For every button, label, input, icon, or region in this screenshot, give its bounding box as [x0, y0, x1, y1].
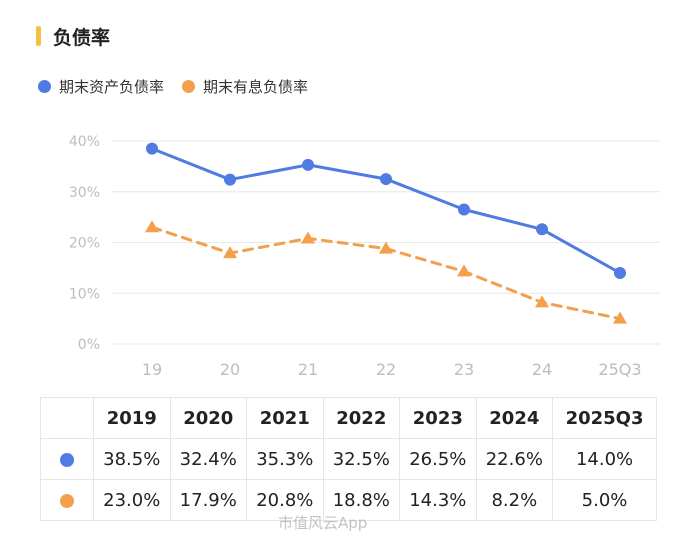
y-tick-label: 0%	[78, 337, 100, 353]
table-header-cell: 2021	[246, 397, 324, 439]
legend-item-series2[interactable]: 期末有息负债率	[182, 76, 308, 97]
series-2-point	[535, 295, 549, 308]
table-cell: 14.0%	[552, 438, 657, 480]
series-2-point	[379, 241, 393, 254]
table-header-cell: 2020	[169, 397, 248, 439]
table-cell: 32.4%	[169, 438, 248, 480]
x-tick-label: 19	[142, 360, 162, 379]
line-chart: 0% 10% 20% 30% 40% 19 20 21 22 23 24 25Q3	[69, 134, 660, 379]
table-row-marker-cell	[40, 438, 94, 480]
table-cell: 22.6%	[475, 438, 554, 480]
x-tick-label: 24	[532, 360, 552, 379]
table-row-marker-cell	[40, 479, 94, 521]
table-cell: 18.8%	[322, 479, 401, 521]
title-accent-bar	[36, 26, 41, 46]
x-tick-label: 23	[454, 360, 474, 379]
table-cell: 26.5%	[399, 438, 477, 480]
legend-marker-series2	[182, 80, 196, 93]
chart-title: 负债率	[36, 22, 110, 50]
table-cell: 5.0%	[552, 479, 657, 521]
table-header-cell: 2024	[475, 397, 554, 439]
series-line-2	[150, 225, 622, 321]
data-table: 2019 2020 2021 2022 2023 2024 2025Q3 38.…	[40, 397, 657, 521]
table-cell: 8.2%	[475, 479, 554, 521]
watermark: 市值风云App	[278, 514, 368, 532]
series-2-point	[223, 246, 237, 259]
table-cell: 23.0%	[93, 479, 171, 521]
table-row: 23.0% 17.9% 20.8% 18.8% 14.3% 8.2% 5.0%	[40, 479, 657, 521]
series1-dot-icon	[60, 452, 74, 467]
table-header-cell: 2022	[322, 397, 401, 439]
table-cell: 14.3%	[399, 479, 477, 521]
y-tick-label: 10%	[69, 286, 100, 302]
table-header-cell: 2023	[399, 397, 477, 439]
legend-label-series1: 期末资产负债率	[59, 78, 165, 96]
table-cell: 20.8%	[246, 479, 324, 521]
legend-marker-series1	[38, 80, 51, 93]
legend: 期末资产负债率 期末有息负债率	[38, 76, 326, 97]
series-1-point	[458, 203, 470, 216]
series-2-point	[301, 231, 315, 244]
x-tick-label: 22	[376, 360, 396, 379]
series-1-point	[614, 266, 626, 279]
series-1-point	[146, 142, 158, 155]
table-header-cell: 2025Q3	[552, 397, 657, 439]
table-cell: 32.5%	[322, 438, 401, 480]
series-1-point	[536, 223, 548, 236]
legend-item-series1[interactable]: 期末资产负债率	[38, 76, 164, 97]
legend-label-series2: 期末有息负债率	[203, 78, 309, 96]
chart-title-text: 负债率	[53, 26, 111, 49]
series-1-point	[224, 173, 236, 186]
x-tick-label: 21	[298, 360, 318, 379]
table-cell: 17.9%	[169, 479, 248, 521]
series-1-point	[302, 158, 314, 171]
x-tick-label: 20	[220, 360, 240, 379]
y-tick-label: 20%	[69, 236, 100, 252]
table-header-cell: 2019	[93, 397, 171, 439]
table-cell: 38.5%	[93, 438, 171, 480]
series-line-1	[150, 147, 622, 275]
series-2-point	[613, 311, 627, 324]
table-header-cell	[40, 397, 94, 439]
series-2-point	[457, 264, 471, 277]
series-2-point	[145, 220, 159, 233]
series-1-point	[380, 173, 392, 186]
y-tick-label: 30%	[69, 185, 100, 201]
series2-dot-icon	[60, 493, 74, 508]
y-tick-label: 40%	[69, 134, 100, 150]
table-header-row: 2019 2020 2021 2022 2023 2024 2025Q3	[40, 397, 657, 439]
table-row: 38.5% 32.4% 35.3% 32.5% 26.5% 22.6% 14.0…	[40, 438, 657, 480]
x-tick-label: 25Q3	[598, 360, 641, 379]
table-cell: 35.3%	[246, 438, 324, 480]
